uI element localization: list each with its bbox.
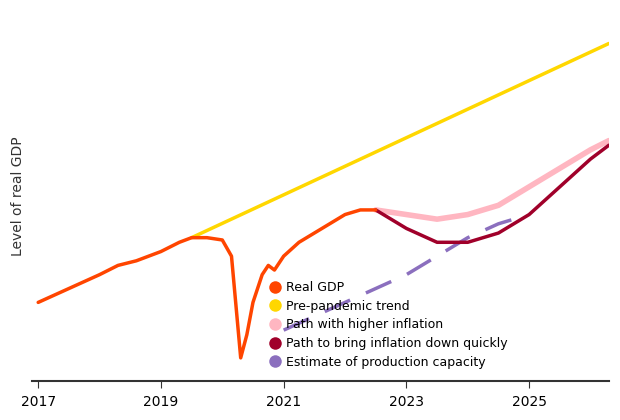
Legend: Real GDP, Pre-pandemic trend, Path with higher inflation, Path to bring inflatio: Real GDP, Pre-pandemic trend, Path with … — [267, 276, 512, 374]
Y-axis label: Level of real GDP: Level of real GDP — [11, 136, 25, 256]
